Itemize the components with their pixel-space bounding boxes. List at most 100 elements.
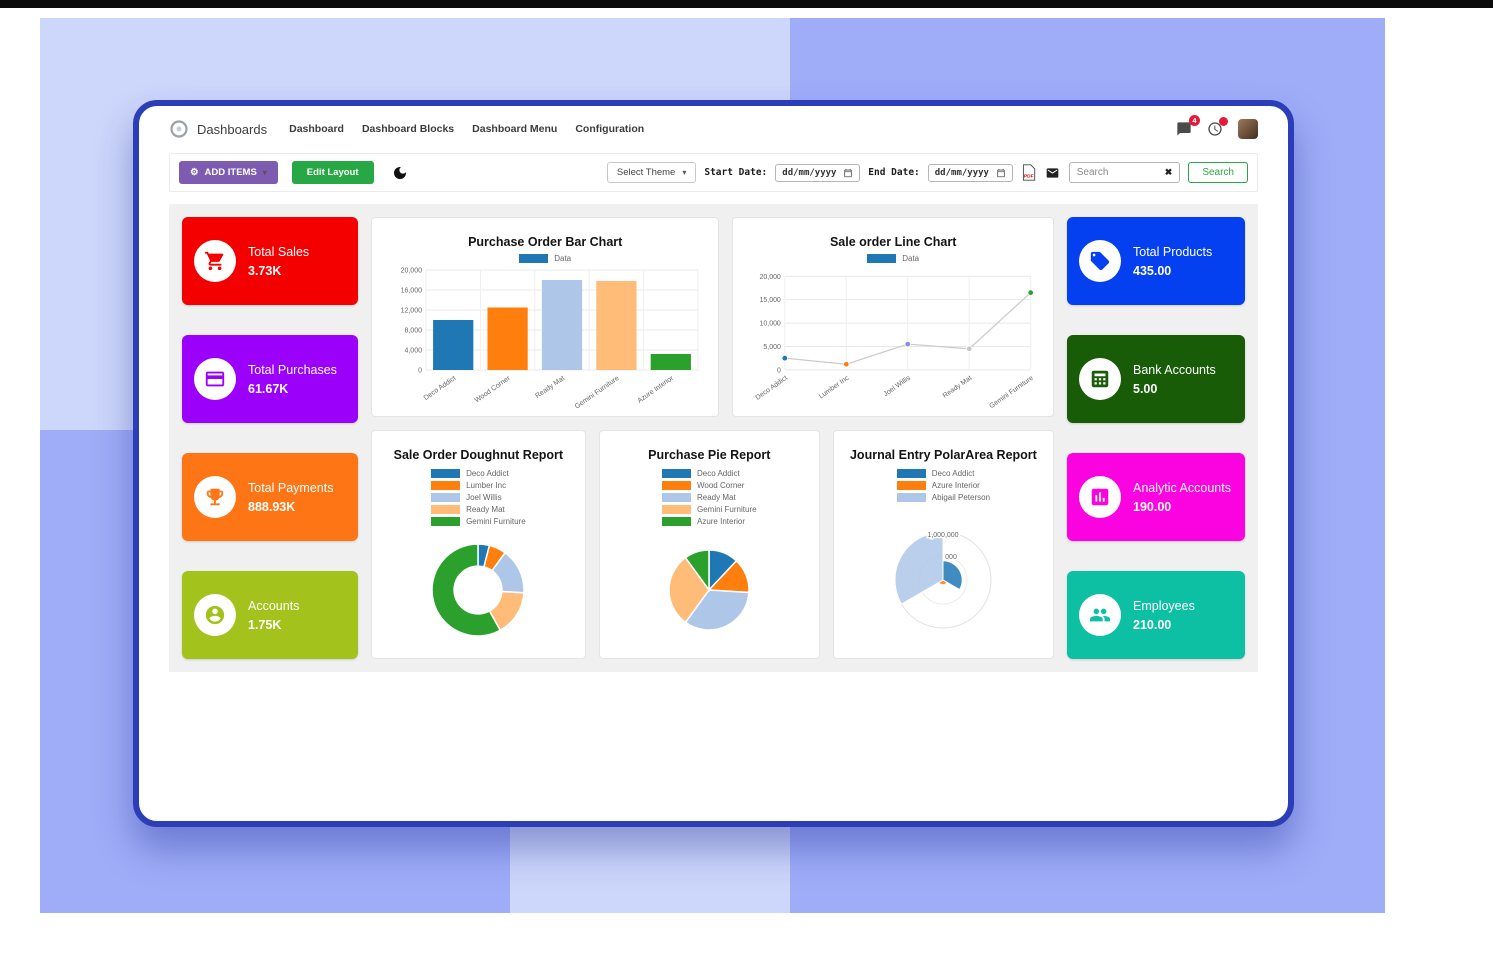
messages-badge: 4 [1189, 115, 1200, 126]
chart-legend: Data [519, 254, 571, 263]
svg-text:PDF: PDF [1024, 174, 1034, 180]
legend-item[interactable]: Deco Addict [661, 469, 757, 478]
svg-text:0: 0 [418, 367, 422, 374]
legend-label: Ready Mat [466, 505, 505, 514]
edit-layout-button[interactable]: Edit Layout [291, 161, 374, 184]
legend-item[interactable]: Lumber Inc [431, 481, 526, 490]
legend-item[interactable]: Gemini Furniture [431, 517, 526, 526]
legend-swatch [431, 505, 461, 514]
legend-label: Deco Addict [466, 469, 509, 478]
legend-item[interactable]: Ready Mat [661, 493, 757, 502]
polararea-chart-canvas[interactable]: 1,000,000 000 [842, 502, 1045, 654]
chart-title: Purchase Order Bar Chart [468, 235, 623, 249]
calendar-icon[interactable] [843, 168, 853, 178]
purchase-pie-card: Purchase Pie Report Deco Addict Wood Corn… [598, 430, 820, 659]
start-date-input[interactable] [782, 167, 839, 178]
app-window: Dashboards Dashboard Dashboard Blocks Da… [133, 100, 1294, 827]
kpi-value: 1.75K [248, 617, 282, 632]
kpi-card-accounts[interactable]: Accounts 1.75K [182, 571, 358, 659]
search-field[interactable]: ✖ [1068, 162, 1181, 183]
pie-chart-canvas[interactable] [608, 526, 811, 654]
kpi-card-total-purchases[interactable]: Total Purchases 61.67K [182, 335, 358, 423]
legend-swatch [431, 493, 461, 502]
charts-column: Purchase Order Bar Chart Data 0 4,000 8,00… [371, 217, 1054, 659]
svg-text:16,000: 16,000 [401, 287, 423, 294]
legend-item[interactable]: Azure Interior [661, 517, 757, 526]
legend-label: Azure Interior [931, 481, 980, 490]
legend-item[interactable]: Data [519, 254, 571, 263]
clear-search-icon[interactable]: ✖ [1164, 167, 1173, 177]
chart-title: Sale order Line Chart [829, 235, 957, 249]
start-date-label: Start Date: [704, 167, 768, 178]
main-menu: Dashboard Dashboard Blocks Dashboard Men… [289, 123, 644, 135]
legend-label: Azure Interior [696, 517, 746, 526]
legend-item[interactable]: Wood Corner [661, 481, 757, 490]
kpi-card-employees[interactable]: Employees 210.00 [1067, 571, 1245, 659]
chart-legend: Data [867, 254, 919, 263]
calendar-icon[interactable] [996, 168, 1006, 178]
theme-select[interactable]: Select Theme ▾ [606, 162, 697, 183]
svg-text:Lumber Inc: Lumber Inc [818, 374, 851, 400]
svg-text:20,000: 20,000 [760, 273, 781, 280]
chart-title: Journal Entry PolarArea Report [849, 448, 1037, 462]
svg-text:000: 000 [946, 554, 958, 561]
legend-item[interactable]: Abigail Peterson [896, 493, 990, 502]
kpi-card-total-products[interactable]: Total Products 435.00 [1067, 217, 1245, 305]
legend-label: Lumber Inc [466, 481, 507, 490]
kpi-card-analytic-accounts[interactable]: Analytic Accounts 190.00 [1067, 453, 1245, 541]
end-date-field[interactable] [927, 163, 1013, 182]
apps-menu-button[interactable]: Dashboards [169, 119, 267, 139]
kpi-title: Bank Accounts [1133, 363, 1216, 378]
legend-swatch [661, 517, 691, 526]
bar-chart-canvas[interactable]: 0 4,000 8,000 12,000 16,000 20,000 Deco Addict… [380, 263, 710, 412]
kpi-card-total-sales[interactable]: Total Sales 3.73K [182, 217, 358, 305]
legend-swatch [431, 469, 461, 478]
kpi-value: 888.93K [248, 499, 296, 514]
line-chart-canvas[interactable]: 0 5,000 10,000 15,000 20,000 Deco Addict Lumbe… [741, 263, 1045, 412]
dark-mode-toggle[interactable] [392, 165, 408, 181]
activities-badge-dot [1219, 117, 1228, 126]
svg-text:Wood Corner: Wood Corner [474, 374, 513, 404]
kpi-card-total-payments[interactable]: Total Payments 888.93K [182, 453, 358, 541]
kpi-card-bank-accounts[interactable]: Bank Accounts 5.00 [1067, 335, 1245, 423]
legend-item[interactable]: Gemini Furniture [661, 505, 757, 514]
messages-button[interactable]: 4 [1176, 115, 1200, 137]
activities-button[interactable] [1207, 117, 1228, 137]
mail-icon [1046, 167, 1059, 178]
menu-dashboard[interactable]: Dashboard [289, 123, 344, 135]
search-button[interactable]: Search [1188, 162, 1248, 183]
kpi-value: 5.00 [1133, 381, 1158, 396]
svg-text:Deco Addict: Deco Addict [755, 374, 789, 401]
legend-item[interactable]: Azure Interior [896, 481, 990, 490]
menu-configuration[interactable]: Configuration [575, 123, 645, 135]
add-items-button[interactable]: ⚙ ADD ITEMS ▾ [179, 161, 278, 184]
legend-item[interactable]: Ready Mat [431, 505, 526, 514]
legend-label: Joel Willis [466, 493, 502, 502]
start-date-field[interactable] [775, 163, 861, 182]
menu-dashboard-menu[interactable]: Dashboard Menu [472, 123, 558, 135]
user-avatar[interactable] [1238, 119, 1258, 139]
menu-dashboard-blocks[interactable]: Dashboard Blocks [361, 123, 455, 135]
send-mail-button[interactable] [1044, 166, 1061, 180]
search-input[interactable] [1076, 167, 1159, 178]
legend-swatch [661, 493, 691, 502]
kpi-title: Total Sales [248, 245, 310, 260]
kpi-value: 190.00 [1133, 499, 1172, 514]
moon-icon [393, 166, 406, 179]
pdf-export-button[interactable]: PDF [1021, 164, 1036, 181]
screen-top-bar [0, 0, 1493, 8]
add-items-label: ADD ITEMS [204, 167, 257, 178]
legend-label: Gemini Furniture [466, 517, 526, 526]
credit-card-icon [194, 358, 236, 400]
legend-item[interactable]: Deco Addict [896, 469, 990, 478]
legend-item[interactable]: Joel Willis [431, 493, 526, 502]
end-date-input[interactable] [934, 167, 991, 178]
doughnut-chart-canvas[interactable] [380, 526, 577, 654]
legend-item[interactable]: Data [867, 254, 919, 263]
chat-icon [1177, 122, 1191, 136]
legend-item[interactable]: Deco Addict [431, 469, 526, 478]
svg-text:Ready Mat: Ready Mat [535, 374, 567, 399]
kpi-title: Total Payments [248, 481, 334, 496]
caret-down-icon: ▾ [262, 168, 267, 177]
legend-swatch [661, 505, 691, 514]
